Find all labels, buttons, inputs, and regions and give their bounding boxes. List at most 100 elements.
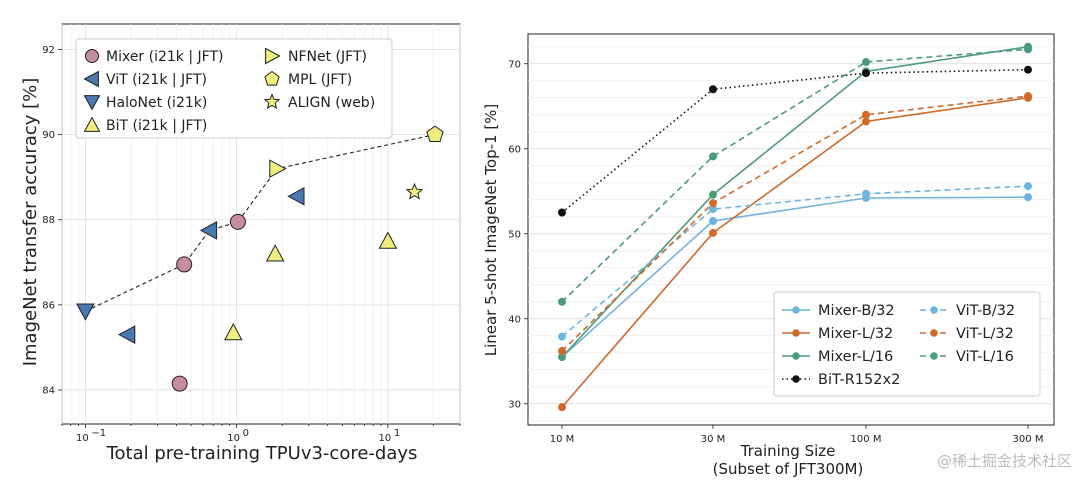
point-vit-i21k-jft	[118, 325, 136, 344]
right-xlabel-line1: Training Size	[740, 442, 836, 460]
right-ytick-label: 50	[508, 229, 521, 240]
legend-label-vit-i21k-jft: ViT (i21k | JFT)	[106, 72, 207, 88]
legend-label-nfnet-jft: NFNet (JFT)	[288, 49, 367, 65]
left-ylabel: ImageNet transfer accuracy [%]	[20, 78, 41, 367]
point-vit-i21k-jft	[287, 186, 305, 206]
legend-marker-mixer-i21k-jft	[85, 49, 99, 63]
right-ytick-label: 40	[508, 314, 521, 325]
legend-label-mixer-l-16: Mixer-L/16	[818, 349, 893, 365]
left-ytick-label: 88	[42, 215, 55, 226]
point-vit-l-16	[862, 58, 870, 67]
watermark: @稀土掘金技术社区	[937, 452, 1072, 470]
left-xlabel: Total pre-training TPUv3-core-days	[106, 443, 418, 464]
point-halonet-i21k	[76, 303, 95, 321]
line-mixer-l-16	[561, 46, 1029, 358]
right-ytick-label: 30	[508, 399, 521, 410]
legend-marker-vit-i21k-jft	[83, 70, 99, 88]
point-mixer-l-16	[558, 353, 566, 361]
point-mixer-i21k-jft	[229, 213, 246, 230]
legend-marker-mixer-l-32	[792, 329, 800, 337]
legend-marker-bit-r152x2	[792, 375, 800, 383]
left-xtick-exponent: 0	[243, 428, 249, 439]
point-vit-b-32	[1024, 182, 1032, 191]
point-vit-l-16	[709, 152, 717, 161]
legend-marker-mpl-jft	[264, 70, 280, 86]
point-bit-r152x2	[709, 85, 717, 94]
left-ytick-label: 90	[42, 130, 55, 141]
legend-label-vit-b-32: ViT-B/32	[956, 303, 1015, 319]
point-vit-l-32	[709, 199, 717, 208]
point-mixer-i21k-jft	[171, 375, 188, 392]
left-points	[76, 125, 444, 392]
right-xtick-label: 30 M	[701, 434, 726, 445]
line-mixer-l-32	[561, 97, 1029, 408]
right-lines	[558, 42, 1032, 412]
right-legend-box	[773, 291, 1041, 397]
point-bit-r152x2	[558, 208, 566, 217]
point-vit-b-32	[558, 332, 566, 341]
point-mixer-l-32	[709, 228, 717, 237]
legend-label-mixer-i21k-jft: Mixer (i21k | JFT)	[106, 49, 223, 65]
left-legend-box	[75, 38, 393, 139]
left-xtick-label: 10	[227, 433, 240, 444]
legend-marker-align-web	[263, 93, 281, 110]
legend-label-bit-i21k-jft: BiT (i21k | JFT)	[106, 118, 207, 134]
right-ylabel: Linear 5-shot ImageNet Top-1 [%]	[482, 104, 500, 357]
legend-marker-nfnet-jft	[265, 47, 281, 65]
point-bit-i21k-jft	[378, 231, 398, 249]
legend-label-vit-l-16: ViT-L/16	[956, 349, 1014, 365]
point-vit-b-32	[709, 205, 717, 214]
legend-marker-bit-i21k-jft	[83, 116, 101, 132]
point-vit-l-32	[862, 110, 870, 119]
point-vit-l-32	[1024, 92, 1032, 101]
point-nfnet-jft	[269, 159, 287, 179]
left-ytick-label: 86	[42, 300, 55, 311]
left-xtick-label: 10	[76, 433, 89, 444]
right-xlabel-line2: (Subset of JFT300M)	[713, 460, 864, 478]
line-vit-b-32	[561, 185, 1029, 338]
point-vit-i21k-jft	[199, 221, 218, 240]
line-vit-l-32	[561, 95, 1029, 352]
point-align-web	[405, 182, 424, 200]
legend-marker-halonet-i21k	[83, 95, 101, 111]
legend-label-align-web: ALIGN (web)	[288, 95, 375, 111]
line-vit-l-16	[561, 48, 1029, 303]
point-vit-l-32	[558, 347, 566, 356]
point-bit-i21k-jft	[223, 322, 243, 341]
legend-marker-mixer-b-32	[792, 306, 800, 314]
point-bit-r152x2	[862, 69, 870, 78]
point-mixer-l-32	[862, 117, 870, 126]
right-legend: Mixer-B/32 Mixer-L/32 Mixer-L/16 BiT-R152x2…	[773, 291, 1041, 397]
point-mixer-l-16	[709, 190, 717, 199]
point-mixer-i21k-jft	[176, 256, 193, 273]
right-xtick-label: 10 M	[550, 434, 575, 445]
right-ytick-label: 70	[508, 59, 521, 70]
point-vit-l-16	[558, 297, 566, 306]
legend-marker-vit-b-32	[930, 306, 938, 314]
left-legend: Mixer (i21k | JFT) ViT (i21k | JFT) HaloNe…	[75, 38, 393, 139]
frontier-line	[85, 134, 436, 312]
legend-marker-vit-l-16	[930, 352, 938, 360]
legend-label-bit-r152x2: BiT-R152x2	[818, 372, 900, 388]
legend-label-halonet-i21k: HaloNet (i21k)	[106, 95, 207, 111]
legend-label-mixer-b-32: Mixer-B/32	[818, 303, 895, 319]
left-xtick-exponent: 1	[394, 428, 400, 439]
point-mixer-l-32	[558, 403, 566, 412]
point-vit-b-32	[862, 189, 870, 198]
right-ytick-label: 60	[508, 144, 521, 155]
left-ytick-label: 92	[42, 45, 55, 56]
point-bit-r152x2	[1024, 65, 1032, 74]
point-mixer-b-32	[1024, 193, 1032, 202]
legend-marker-mixer-l-16	[792, 352, 800, 360]
right-xtick-label: 300 M	[1013, 434, 1044, 445]
left-xtick-label: 10	[378, 433, 391, 444]
legend-label-vit-l-32: ViT-L/32	[956, 326, 1014, 342]
left-xtick-exponent: −1	[91, 428, 106, 439]
point-bit-i21k-jft	[265, 244, 285, 262]
point-mixer-b-32	[709, 217, 717, 225]
legend-label-mixer-l-32: Mixer-L/32	[818, 326, 893, 342]
legend-marker-vit-l-32	[930, 329, 938, 337]
point-vit-l-16	[1024, 45, 1032, 54]
